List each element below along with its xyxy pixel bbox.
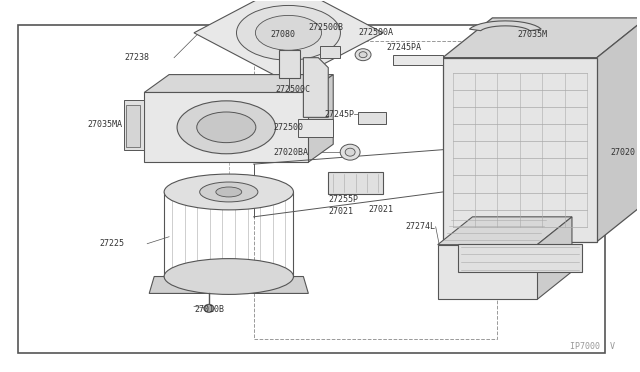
Bar [328,172,383,194]
Ellipse shape [340,144,360,160]
Text: 27255P: 27255P [328,195,358,205]
Text: 27021: 27021 [328,207,353,217]
Bar [285,30,294,38]
Text: 27274L: 27274L [406,222,436,231]
Bar [358,112,386,124]
Polygon shape [537,217,572,299]
Text: 27021: 27021 [368,205,393,214]
Bar [253,41,497,339]
Ellipse shape [345,148,355,156]
Bar [320,46,340,58]
Text: 27245PA: 27245PA [386,43,421,52]
Ellipse shape [204,304,214,312]
Polygon shape [438,217,572,245]
Text: 27238: 27238 [124,53,149,62]
Bar [144,93,308,162]
Polygon shape [597,18,640,242]
Bar [18,25,605,353]
Text: IP7000  V: IP7000 V [570,342,615,351]
Text: 272500: 272500 [273,123,303,132]
Ellipse shape [196,112,256,142]
Ellipse shape [237,6,340,60]
Polygon shape [443,18,640,58]
Polygon shape [303,58,328,117]
Ellipse shape [216,187,242,197]
Bar [298,119,333,137]
Ellipse shape [164,174,294,210]
Polygon shape [149,276,308,294]
Bar [458,244,582,272]
Ellipse shape [200,182,258,202]
Text: 27010B: 27010B [194,305,224,314]
Text: 27035M: 27035M [517,30,547,39]
Text: 27080: 27080 [271,30,296,39]
Text: 272500A: 272500A [358,28,393,37]
Ellipse shape [355,49,371,61]
Ellipse shape [359,52,367,58]
Ellipse shape [255,15,321,50]
Polygon shape [124,100,144,150]
Polygon shape [308,75,333,162]
Text: 27225: 27225 [99,239,124,248]
Polygon shape [469,21,541,31]
Bar [438,245,537,299]
Text: 27020BA: 27020BA [273,148,308,157]
Text: 272500C: 272500C [276,85,310,94]
Text: 272500B: 272500B [308,23,344,32]
Text: 27035MA: 27035MA [88,120,122,129]
Ellipse shape [164,259,294,294]
Text: 27020: 27020 [611,148,636,157]
Bar [443,58,597,242]
Ellipse shape [177,101,276,154]
Bar [126,105,140,147]
Bar [393,55,443,65]
Polygon shape [144,75,333,93]
Polygon shape [194,0,383,83]
Text: 27245P: 27245P [324,110,355,119]
Bar [282,38,298,50]
Bar [278,50,300,78]
